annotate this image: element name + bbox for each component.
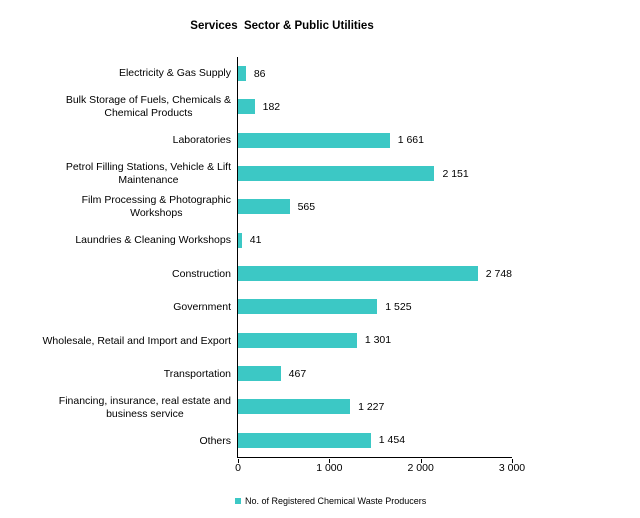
bar	[238, 99, 255, 115]
category-label-row: Laboratories	[8, 124, 237, 157]
bar-row: 1 661	[238, 124, 512, 157]
category-label: Others	[199, 434, 231, 447]
bar-value-label: 41	[249, 234, 262, 247]
bar-row: 467	[238, 357, 512, 390]
x-tick-mark	[329, 458, 331, 463]
x-tick-label: 0	[235, 462, 241, 474]
category-label: Laundries & Cleaning Workshops	[75, 234, 231, 247]
category-label-row: Construction	[8, 258, 237, 291]
bar	[238, 266, 478, 282]
bar-value-label: 467	[288, 367, 307, 380]
category-label: Financing, insurance, real estate and bu…	[58, 394, 231, 420]
category-label: Transportation	[163, 368, 231, 380]
x-tick-mark	[512, 458, 513, 463]
bar-row: 2 748	[238, 257, 512, 290]
category-label: Electricity & Gas Supply	[118, 67, 231, 80]
bar	[238, 366, 281, 382]
x-tick-label: 1 000	[316, 462, 343, 474]
bar	[238, 399, 351, 415]
bar	[238, 132, 390, 148]
bar-value-label: 182	[262, 100, 281, 113]
category-label-row: Government	[8, 291, 237, 324]
x-tick-label: 3 000	[498, 462, 526, 474]
bar-value-label: 1 454	[378, 434, 406, 447]
bar-row: 182	[238, 90, 512, 123]
plot-wrap: Electricity & Gas Supply Bulk Storage of…	[8, 57, 525, 474]
bar-value-label: 1 227	[358, 400, 385, 413]
bar	[238, 66, 246, 82]
bar-value-label: 2 151	[442, 167, 469, 180]
category-label-row: Others	[8, 425, 237, 458]
category-label-row: Financing, insurance, real estate and bu…	[8, 391, 237, 424]
bar-row: 2 151	[238, 157, 512, 190]
category-labels: Electricity & Gas Supply Bulk Storage of…	[8, 57, 237, 458]
bar	[238, 199, 290, 215]
bar-row: 1 301	[238, 324, 512, 357]
category-label: Film Processing & Photographic Workshops	[81, 194, 231, 220]
category-label: Wholesale, Retail and Import and Export	[42, 334, 231, 347]
bar-row: 1 454	[238, 424, 512, 457]
bar-row: 1 525	[238, 290, 512, 323]
category-label-row: Wholesale, Retail and Import and Export	[8, 324, 237, 357]
category-label-row: Film Processing & Photographic Workshops	[8, 191, 237, 224]
bar-value-label: 1 661	[397, 134, 424, 147]
chart-title: Services Sector & Public Utilities	[190, 20, 374, 32]
bar	[238, 299, 378, 315]
bar-value-label: 1 301	[364, 334, 392, 347]
bar-value-label: 1 525	[385, 300, 412, 313]
legend-label: No. of Registered Chemical Waste Produce…	[245, 496, 427, 506]
category-label: Bulk Storage of Fuels, Chemicals & Chemi…	[65, 94, 231, 120]
bar	[238, 432, 371, 448]
category-label: Laboratories	[172, 134, 231, 147]
bar-value-label: 86	[253, 67, 266, 80]
bars-area: 86 182 1 661 2 151 565 41 2 748 1 525 1 …	[238, 57, 512, 457]
bar-value-label: 2 748	[485, 267, 512, 280]
bar-row: 41	[238, 224, 512, 257]
category-label: Petrol Filling Stations, Vehicle & Lift …	[65, 160, 231, 186]
category-label: Construction	[172, 267, 231, 280]
category-label-row: Electricity & Gas Supply	[8, 57, 237, 90]
bar-row: 86	[238, 57, 512, 90]
x-tick-label: 2 000	[407, 462, 434, 474]
bar	[238, 332, 357, 348]
bar-value-label: 565	[297, 200, 316, 213]
x-tick-mark	[420, 458, 422, 463]
category-label-row: Laundries & Cleaning Workshops	[8, 224, 237, 257]
category-label-row: Petrol Filling Stations, Vehicle & Lift …	[8, 157, 237, 190]
plot-area: 86 182 1 661 2 151 565 41 2 748 1 525 1 …	[235, 57, 525, 474]
bar	[238, 232, 242, 248]
legend-marker-icon	[235, 498, 241, 504]
category-label-row: Transportation	[8, 358, 237, 391]
category-label: Government	[173, 301, 231, 314]
category-label-row: Bulk Storage of Fuels, Chemicals & Chemi…	[8, 90, 237, 123]
legend: No. of Registered Chemical Waste Produce…	[235, 496, 426, 506]
bar-row: 1 227	[238, 390, 512, 423]
bar-row: 565	[238, 190, 512, 223]
bar	[238, 166, 435, 182]
x-tick-mark	[238, 458, 239, 463]
